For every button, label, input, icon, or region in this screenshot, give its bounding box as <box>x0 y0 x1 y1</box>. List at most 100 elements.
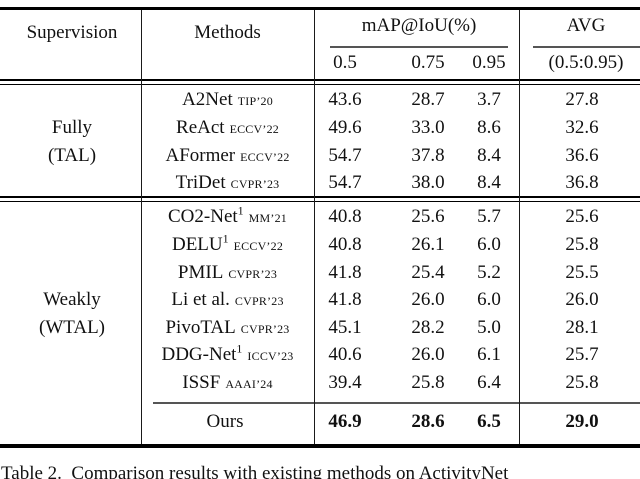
map75-value: 25.8 <box>411 371 445 393</box>
table-caption: Table 2. Comparison results with existin… <box>1 463 509 479</box>
method-cell: Li et al. CVPR’23 <box>171 286 283 315</box>
map95-value: 5.2 <box>477 261 501 283</box>
method-cell: PivoTAL CVPR’23 <box>165 314 289 343</box>
mid-double-rule-a <box>0 196 640 198</box>
map50-value: 54.7 <box>328 144 362 166</box>
avg-value: 25.7 <box>565 344 599 365</box>
map50-value: 40.8 <box>328 234 362 255</box>
method-cell: TriDet CVPR’23 <box>176 169 280 198</box>
table-row: PMIL CVPR’23 41.8 25.4 5.2 25.5 <box>0 259 640 287</box>
map95-value: 5.0 <box>477 316 501 338</box>
header-avg-range: (0.5:0.95) <box>548 52 624 73</box>
map75-value: 26.1 <box>411 234 445 255</box>
avg-value: 36.6 <box>565 144 599 166</box>
table-row: PivoTAL CVPR’23 45.1 28.2 5.0 28.1 <box>0 314 640 342</box>
avg-value: 36.8 <box>565 172 599 193</box>
map95-value: 8.6 <box>477 117 501 138</box>
method-cell: ReAct ECCV’22 <box>176 114 279 143</box>
bottom-rule <box>0 444 640 448</box>
method-venue: AAAI’24 <box>225 376 273 391</box>
method-cell: A2Net TIP’20 <box>182 86 273 115</box>
table-row-ours: Ours 46.9 28.6 6.5 29.0 <box>0 407 640 437</box>
map75-value: 26.0 <box>411 344 445 365</box>
map75-value: 33.0 <box>411 117 445 138</box>
map75-value: 38.0 <box>411 172 445 193</box>
map95-value: 8.4 <box>477 172 501 193</box>
method-label: DELU <box>171 234 223 255</box>
avg-group-underline <box>533 46 640 48</box>
avg-value: 25.5 <box>565 261 599 283</box>
map50-value: 41.8 <box>328 289 362 310</box>
method-venue: ICCV’23 <box>247 349 294 363</box>
avg-value: 25.8 <box>565 234 599 255</box>
table-row: DELU1 ECCV’22 40.8 26.1 6.0 25.8 <box>0 231 640 259</box>
header-iou-075: 0.75 <box>411 52 445 73</box>
mid-double-rule-b <box>0 201 640 202</box>
header-methods: Methods <box>194 22 261 43</box>
avg-value: 26.0 <box>565 289 599 310</box>
map75-value: 28.6 <box>411 411 445 432</box>
method-cell: DDG-Net1 ICCV’23 <box>161 341 293 370</box>
avg-value: 32.6 <box>565 117 599 138</box>
method-venue: ECCV’22 <box>233 239 284 253</box>
header-map-group: mAP@IoU(%) <box>361 15 477 36</box>
table-row: DDG-Net1 ICCV’23 40.6 26.0 6.1 25.7 <box>0 341 640 369</box>
method-venue: CVPR’23 <box>230 177 280 191</box>
map50-value: 45.1 <box>328 316 362 338</box>
table-row: CO2-Net1 MM’21 40.8 25.6 5.7 25.6 <box>0 203 640 231</box>
header-double-rule-b <box>0 84 640 85</box>
method-label: ISSF <box>182 371 221 393</box>
map75-value: 26.0 <box>411 289 445 310</box>
method-venue: CVPR’23 <box>228 266 278 281</box>
map95-value: 6.4 <box>477 371 501 393</box>
method-cell: CO2-Net1 MM’21 <box>168 203 287 232</box>
header-iou-095: 0.95 <box>472 52 506 73</box>
header-double-rule-a <box>0 79 640 81</box>
group-label-fully-line2: (TAL) <box>47 144 97 166</box>
method-label: AFormer <box>165 144 236 166</box>
vrule-supervision-methods <box>141 10 143 444</box>
method-label: PivoTAL <box>165 316 236 338</box>
method-label: DDG-Net <box>161 344 237 365</box>
vrule-map-avg <box>519 10 521 444</box>
map-group-underline <box>330 46 508 48</box>
map50-value: 41.8 <box>328 261 362 283</box>
header-supervision: Supervision <box>26 22 118 43</box>
map95-value: 6.0 <box>477 234 501 255</box>
method-label: Ours <box>206 411 244 432</box>
map50-value: 46.9 <box>328 411 362 432</box>
map75-value: 25.6 <box>411 206 445 227</box>
map95-value: 8.4 <box>477 144 501 166</box>
table-row: AFormer ECCV’22 54.7 37.8 8.4 36.6 <box>0 142 640 170</box>
method-label: CO2-Net <box>168 206 238 227</box>
header-avg-group: AVG <box>566 15 606 36</box>
method-cell: Ours <box>207 407 249 438</box>
map95-value: 3.7 <box>477 89 501 110</box>
method-footnote-mark: 1 <box>236 341 243 356</box>
method-venue: CVPR’23 <box>240 321 290 336</box>
method-label: TriDet <box>175 172 226 193</box>
table-row: ReAct ECCV’22 49.6 33.0 8.6 32.6 <box>0 114 640 142</box>
table-row: Li et al. CVPR’23 41.8 26.0 6.0 26.0 <box>0 286 640 314</box>
map75-value: 28.7 <box>411 89 445 110</box>
map75-value: 28.2 <box>411 316 445 338</box>
method-cell: DELU1 ECCV’22 <box>172 231 283 260</box>
map50-value: 54.7 <box>328 172 362 193</box>
map95-value: 6.0 <box>477 289 501 310</box>
method-venue: MM’21 <box>248 211 287 225</box>
table-row: A2Net TIP’20 43.6 28.7 3.7 27.8 <box>0 86 640 114</box>
map95-value: 5.7 <box>477 206 501 227</box>
map50-value: 49.6 <box>328 117 362 138</box>
method-footnote-mark: 1 <box>222 231 229 246</box>
table-row: TriDet CVPR’23 54.7 38.0 8.4 36.8 <box>0 169 640 197</box>
method-cell: ISSF AAAI’24 <box>182 369 272 398</box>
method-label: Li et al. <box>171 289 230 310</box>
group-label-weakly-line2: (WTAL) <box>39 316 105 338</box>
avg-value: 27.8 <box>565 89 599 110</box>
vrule-methods-map <box>314 10 316 444</box>
group-label-weakly: Weakly (WTAL) <box>39 286 105 341</box>
method-label: PMIL <box>177 261 224 283</box>
header-iou-05: 0.5 <box>333 52 357 73</box>
avg-value: 25.8 <box>565 371 599 393</box>
